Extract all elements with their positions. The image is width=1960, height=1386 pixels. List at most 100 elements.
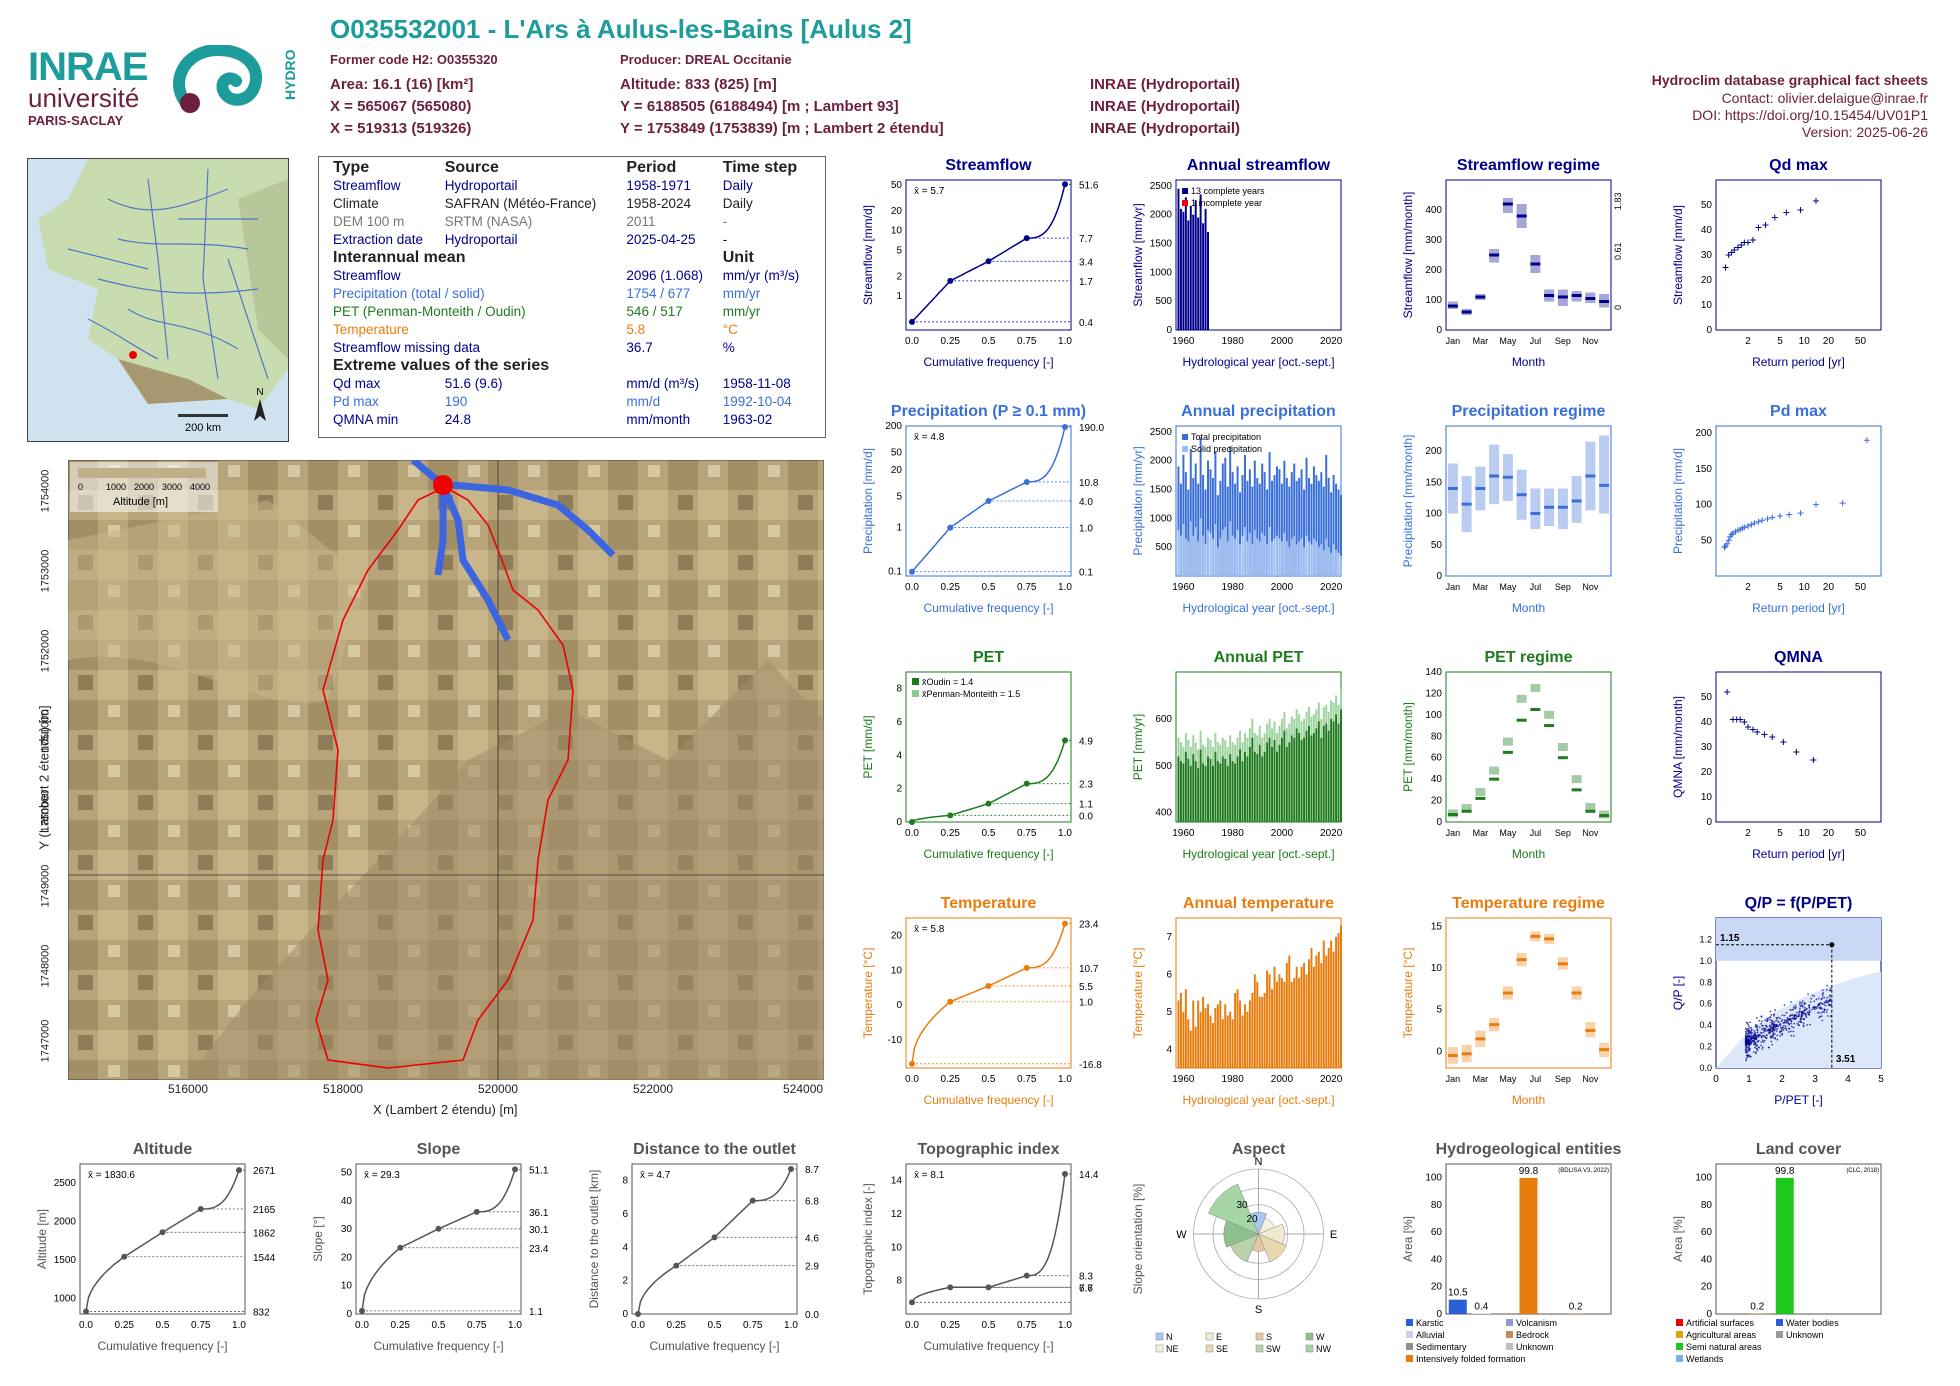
col-type: Type [333,159,370,176]
scatter-point [1767,1046,1770,1049]
doi-link[interactable]: DOI: https://doi.org/10.15454/UV01P1 [1692,107,1928,123]
scatter-point [1746,1022,1749,1024]
data-point [1749,237,1756,243]
data-point [1783,209,1790,216]
scatter-point [1749,1038,1752,1041]
scatter-point [1756,1031,1759,1034]
bar [1234,763,1237,822]
y-tick: 40 [1431,774,1443,785]
scatter-point [1752,1040,1754,1043]
y-tick: 100 [1425,1173,1442,1184]
bar-pm [1207,737,1209,757]
right-tick: 2.9 [805,1262,819,1273]
legend-label: Semi natural areas [1686,1342,1762,1352]
chart-landcover: Land cover Area [%] 0.2 99.8 0 20 40 60 80 100 (CL… [1666,1136,1936,1366]
scatter-point [1765,1026,1768,1028]
scatter-point [1801,1000,1804,1002]
data-point [788,1166,794,1172]
contact[interactable]: Contact: olivier.delaigue@inrae.fr [1721,90,1928,106]
x-tick: Nov [1582,828,1599,838]
y-tick: 200 [1425,446,1442,457]
bar [1248,1000,1251,1068]
median-mark [1571,788,1582,792]
scatter-point [1761,1039,1764,1042]
src-row-type: Climate [333,196,379,211]
map-ytick: 1751000 [39,709,52,753]
bar [1256,981,1259,1068]
data-point [1755,224,1762,231]
scatter-point [1792,1035,1795,1037]
chart-title: Land cover [1756,1141,1841,1158]
scatter-point [1792,1006,1795,1009]
bar [1293,737,1296,822]
plot-frame [355,1163,522,1315]
version: Version: 2025-06-26 [1801,124,1928,140]
y-tick: 2500 [1150,427,1173,438]
y-axis-label: Distance to the outlet [km] [587,1170,601,1309]
plot-frame [1715,671,1882,823]
scatter-point [1828,995,1831,998]
scatter-point [1772,1032,1775,1034]
y-tick: 0 [1436,571,1442,582]
bar-solid [1197,541,1200,576]
bar [1192,1000,1195,1068]
series-line [637,1168,792,1315]
y-tick: 7 [1166,932,1172,943]
catchment-map-svg: 0 1000 2000 3000 4000 Altitude [m] [67,457,825,1081]
data-point [1761,731,1768,738]
bar [1266,742,1269,822]
legend-swatch [1676,1343,1683,1350]
bar [1337,933,1340,1068]
alt-tick: 2000 [134,482,154,492]
x-tick: 0.0 [905,828,919,839]
data-point [909,1299,915,1306]
data-point [985,258,992,265]
bar-pm [1317,702,1320,722]
scatter-point [1745,1036,1748,1039]
scatter-point [1774,1026,1777,1029]
y-tick: 80 [1701,1200,1713,1211]
map-xtick: 524000 [783,1082,824,1096]
right-tick: 7.7 [1079,234,1093,245]
x-tick: 0.25 [941,1320,961,1331]
x-tick: Jul [1530,1074,1542,1084]
scatter-point [1760,1035,1763,1038]
scatter-point [1772,1014,1775,1017]
bar [1221,463,1224,576]
bar [1273,739,1276,822]
chart-svg: Q/P = f(P/PET) P/PET [-] Q/P [-] 1.15 3.51 0 1… [1671,895,1884,1107]
bar-value-label: 99.8 [1775,1166,1795,1177]
bar-solid [1248,532,1251,576]
bar-pm [1197,749,1200,769]
scatter-point [1800,1016,1803,1018]
chart-streamflow: Streamflow Cumulative frequency [-] Stream… [856,152,1126,382]
src-row-period: 2011 [626,214,656,229]
y-tick: 0.8 [1699,977,1712,987]
scatter-point [1770,1036,1772,1039]
bar-solid [1226,541,1229,576]
legend-label: Water bodies [1786,1318,1839,1328]
scatter-point [1798,1024,1801,1027]
chart-altitude: Altitude Cumulative frequency [-] Altitude… [30,1136,300,1366]
compass-label: E [1330,1229,1337,1241]
x-tick: Jan [1446,582,1461,592]
bar [1246,480,1249,576]
data-point [1738,242,1745,248]
legend-label: Intensively folded formation [1416,1354,1526,1364]
bar [1192,754,1195,822]
bar-solid [1308,541,1310,576]
bar-solid [1204,544,1207,576]
bar [1263,472,1266,576]
scatter-point [1820,1015,1823,1018]
scatter-point [1797,1021,1800,1023]
bar [1519,1177,1538,1314]
extreme-label: Qd max [333,376,381,391]
mean-label: x̄ = 8.1 [914,1170,945,1181]
bar [1285,477,1288,576]
mean-unit: % [722,340,735,355]
x-tick: 0.25 [941,828,961,839]
scatter-point [1782,1024,1785,1027]
scatter-point [1783,1014,1786,1017]
scatter-point [1771,1023,1774,1026]
bar-pm [1295,709,1298,729]
